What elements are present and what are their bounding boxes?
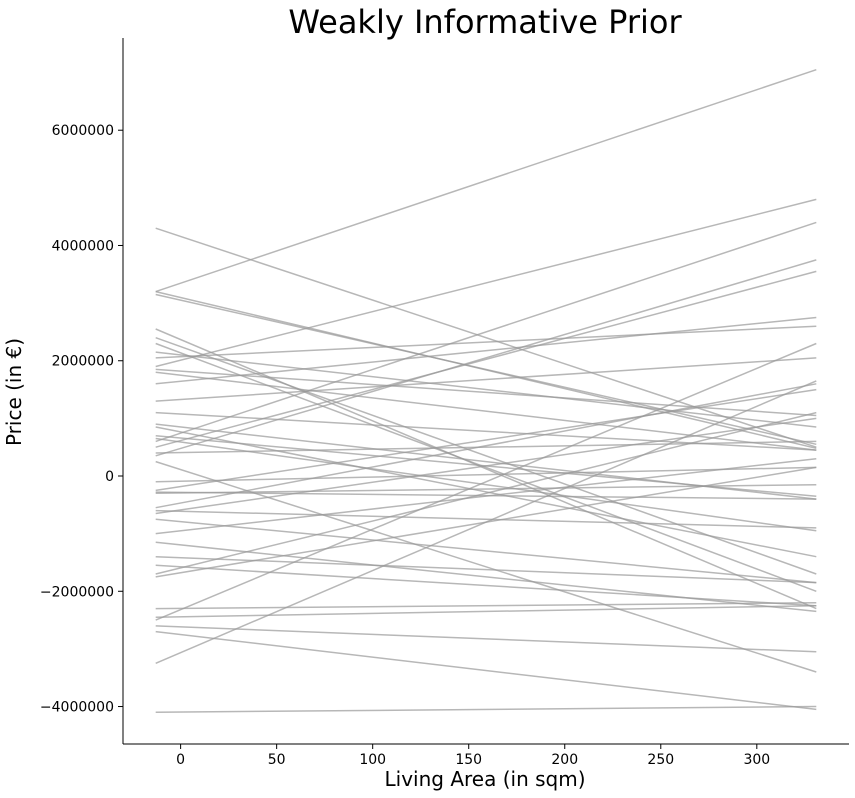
chart-title: Weakly Informative Prior (288, 3, 682, 41)
y-tick-label: 4000000 (52, 238, 114, 254)
prior-line-23 (155, 259, 817, 457)
prior-line-34 (155, 541, 817, 613)
prior-line-29 (155, 383, 817, 509)
prior-line-2 (155, 68, 817, 293)
y-tick-label: 2000000 (52, 354, 114, 370)
x-tick-label: 100 (359, 752, 386, 768)
prior-line-40 (155, 604, 817, 618)
prior-line-1 (155, 227, 817, 448)
y-tick-label: −2000000 (40, 584, 114, 600)
prior-line-33 (155, 457, 817, 535)
prior-line-35 (155, 555, 817, 584)
prior-line-21 (155, 270, 817, 448)
prior-line-19 (155, 437, 817, 532)
prior-line-7 (155, 342, 817, 593)
prior-line-30 (155, 509, 817, 529)
prior-line-44 (155, 380, 817, 664)
prior-line-22 (155, 440, 817, 454)
x-tick-label: 150 (455, 752, 482, 768)
x-axis-ticks: 0 50 100 150 200 250 300 (176, 744, 770, 768)
x-tick-label: 200 (551, 752, 578, 768)
prior-line-25 (155, 466, 817, 483)
y-tick-label: 6000000 (52, 123, 114, 139)
prior-line-17 (155, 426, 817, 558)
prior-line-20 (155, 221, 817, 443)
prior-line-32 (155, 518, 817, 584)
prior-line-41 (155, 342, 817, 621)
x-tick-label: 250 (647, 752, 674, 768)
x-axis-label: Living Area (in sqm) (385, 767, 586, 791)
y-axis-ticks: −4000000 −2000000 0 2000000 4000000 6000000 (40, 123, 123, 716)
prior-line-26 (155, 388, 817, 492)
prior-line-31 (155, 417, 817, 515)
y-tick-label: −4000000 (40, 700, 114, 716)
prior-line-8 (155, 351, 817, 428)
prior-line-9 (155, 325, 817, 359)
prior-line-13 (155, 316, 817, 385)
series-lines (155, 68, 817, 714)
prior-line-11 (155, 368, 817, 417)
prior-line-24 (155, 460, 817, 673)
prior-line-12 (155, 371, 817, 451)
x-tick-label: 50 (268, 752, 286, 768)
y-axis-label: Price (in €) (2, 338, 26, 446)
prior-line-10 (155, 198, 817, 368)
prior-line-45 (155, 705, 817, 714)
prior-line-43 (155, 630, 817, 711)
y-tick-label: 0 (105, 469, 114, 485)
x-tick-label: 0 (176, 752, 185, 768)
prior-line-4 (155, 293, 817, 446)
prior-line-5 (155, 328, 817, 610)
prior-line-39 (155, 602, 817, 610)
prior-line-14 (155, 357, 817, 402)
x-tick-label: 300 (743, 752, 770, 768)
prior-line-37 (155, 411, 817, 575)
prior-line-36 (155, 564, 817, 607)
prior-line-42 (155, 625, 817, 653)
